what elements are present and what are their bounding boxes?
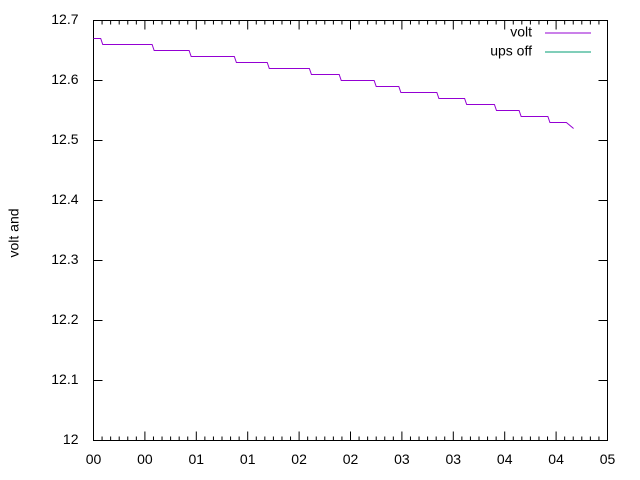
x-tick-label: 03: [394, 451, 410, 467]
y-tick-label: 12.5: [51, 131, 78, 147]
x-tick-label: 02: [291, 451, 307, 467]
y-tick-label: 12.7: [51, 11, 78, 27]
y-tick-label: 12.4: [51, 191, 78, 207]
x-tick-label: 00: [137, 451, 153, 467]
legend-label: ups off: [490, 43, 532, 59]
x-tick-label: 02: [343, 451, 359, 467]
x-tick-label: 00: [86, 451, 102, 467]
x-tick-label: 01: [189, 451, 205, 467]
y-tick-label: 12: [63, 431, 79, 447]
y-tick-label: 12.1: [51, 371, 78, 387]
y-axis-label: volt and: [6, 208, 22, 257]
legend-label: volt: [510, 24, 532, 40]
y-tick-label: 12.2: [51, 311, 78, 327]
x-tick-label: 05: [600, 451, 616, 467]
x-tick-label: 01: [240, 451, 256, 467]
x-tick-label: 04: [548, 451, 564, 467]
x-tick-label: 03: [446, 451, 462, 467]
series-line: [93, 38, 574, 129]
y-tick-label: 12.3: [51, 251, 78, 267]
plot-border: [93, 20, 608, 441]
x-tick-label: 04: [497, 451, 513, 467]
y-tick-label: 12.6: [51, 71, 78, 87]
